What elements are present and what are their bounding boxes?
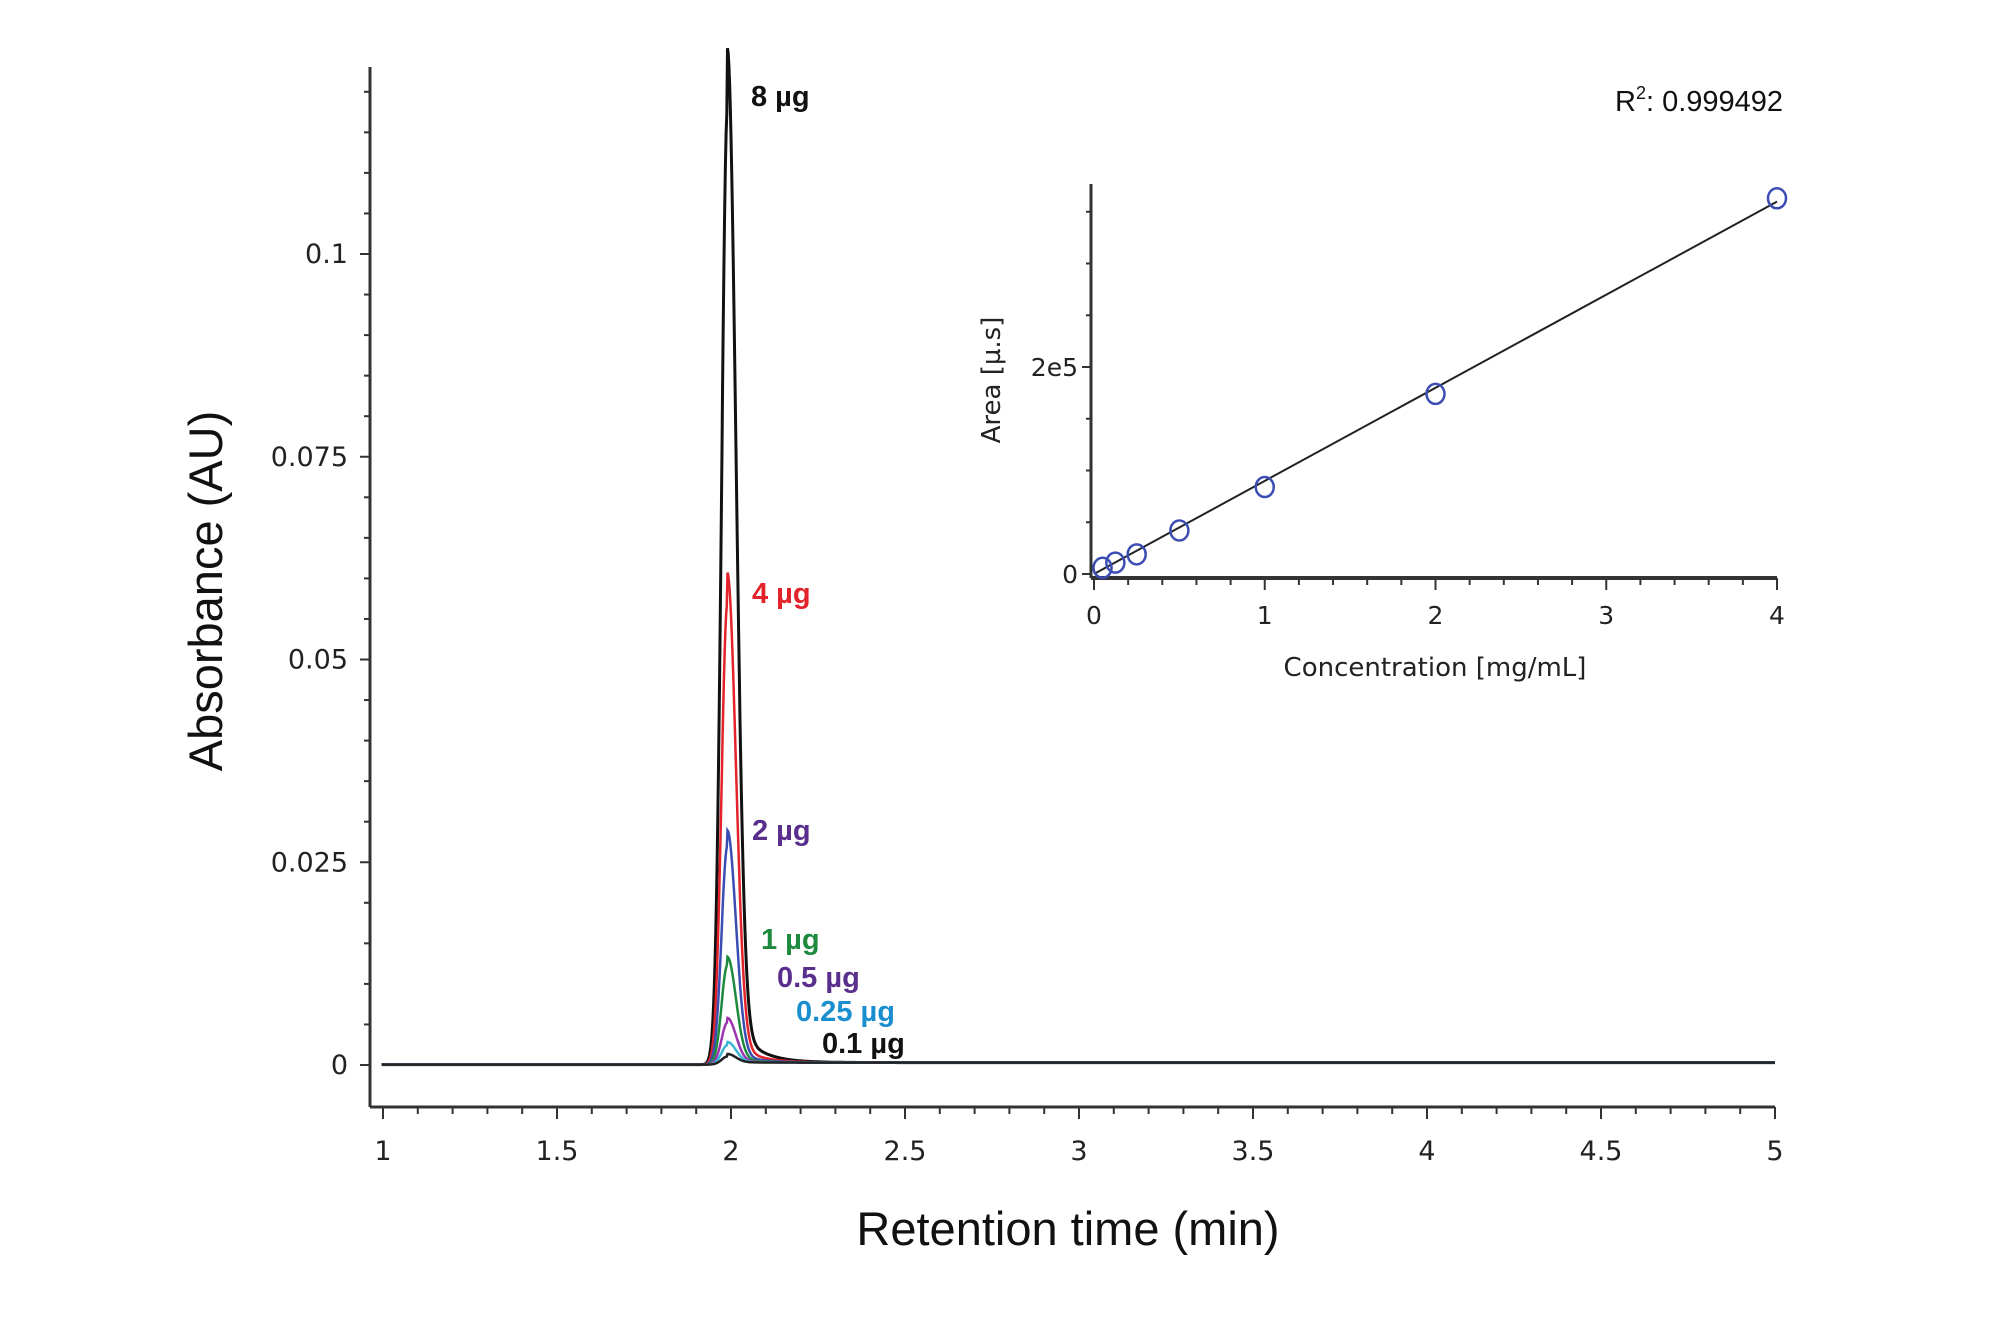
trace-0.5ug (381, 1016, 1775, 1066)
data-point (1254, 475, 1275, 499)
trace-1ug (381, 954, 1775, 1066)
trace-4ug (381, 572, 1775, 1066)
x-tick-label: 5 (1766, 1136, 1783, 1167)
trace-0.1ug (381, 1052, 1775, 1066)
main-chart: 0 0.025 0.05 0.075 0.1 1 1.5 2 2.5 3 3.5 4 4.5 5 Reten… (179, 47, 1784, 1255)
data-point (1425, 382, 1446, 406)
peak-label: 0.1 µg (822, 1028, 905, 1060)
r-squared-label: R2: 0.999492 (1615, 83, 1783, 118)
data-point (1105, 551, 1126, 574)
calibration-inset-chart: 0 2e5 0 1 2 3 4 Concentration [mg/mL] Area [µ.s] (977, 184, 1788, 683)
peak-label: 2 µg (752, 815, 811, 847)
x-tick-label: 3.5 (1232, 1136, 1275, 1167)
data-point (1126, 543, 1147, 566)
inset-y-tick-label: 0 (1062, 560, 1078, 589)
inset-x-tick-label: 3 (1598, 601, 1614, 630)
y-axis-title: Absorbance (AU) (179, 411, 232, 772)
x-tick-label: 1 (374, 1136, 391, 1167)
y-tick-label: 0.025 (271, 847, 348, 878)
x-tick-label: 3 (1070, 1136, 1087, 1167)
y-tick-label: 0.075 (271, 442, 348, 473)
data-point (1092, 556, 1113, 580)
inset-x-tick-label: 4 (1769, 601, 1785, 630)
trace-2ug (381, 826, 1775, 1066)
inset-y-tick-label: 2e5 (1031, 353, 1078, 382)
x-tick-label: 4.5 (1580, 1136, 1623, 1167)
fit-line (1093, 200, 1778, 575)
x-tick-label: 2.5 (884, 1136, 927, 1167)
inset-x-tick-label: 2 (1428, 601, 1444, 630)
peak-label: 1 µg (761, 924, 820, 956)
data-point (1169, 519, 1190, 542)
y-tick-label: 0.1 (305, 239, 348, 270)
inset-y-axis-title: Area [µ.s] (977, 317, 1007, 444)
inset-x-tick-label: 1 (1257, 601, 1273, 630)
peak-label: 0.5 µg (777, 962, 860, 994)
x-tick-label: 2 (722, 1136, 739, 1167)
y-tick-label: 0 (331, 1050, 348, 1081)
inset-x-axis-title: Concentration [mg/mL] (1284, 653, 1587, 683)
inset-x-tick-label: 0 (1086, 601, 1102, 630)
data-point (1766, 187, 1788, 210)
y-tick-label: 0.05 (288, 645, 348, 676)
peak-label: 4 µg (752, 578, 811, 610)
x-tick-label: 4 (1418, 1136, 1435, 1167)
x-tick-label: 1.5 (536, 1136, 579, 1167)
trace-8ug (381, 47, 1775, 1067)
peak-label: 0.25 µg (796, 996, 895, 1028)
peak-label: 8 µg (751, 81, 810, 113)
x-axis-title: Retention time (min) (856, 1202, 1279, 1255)
